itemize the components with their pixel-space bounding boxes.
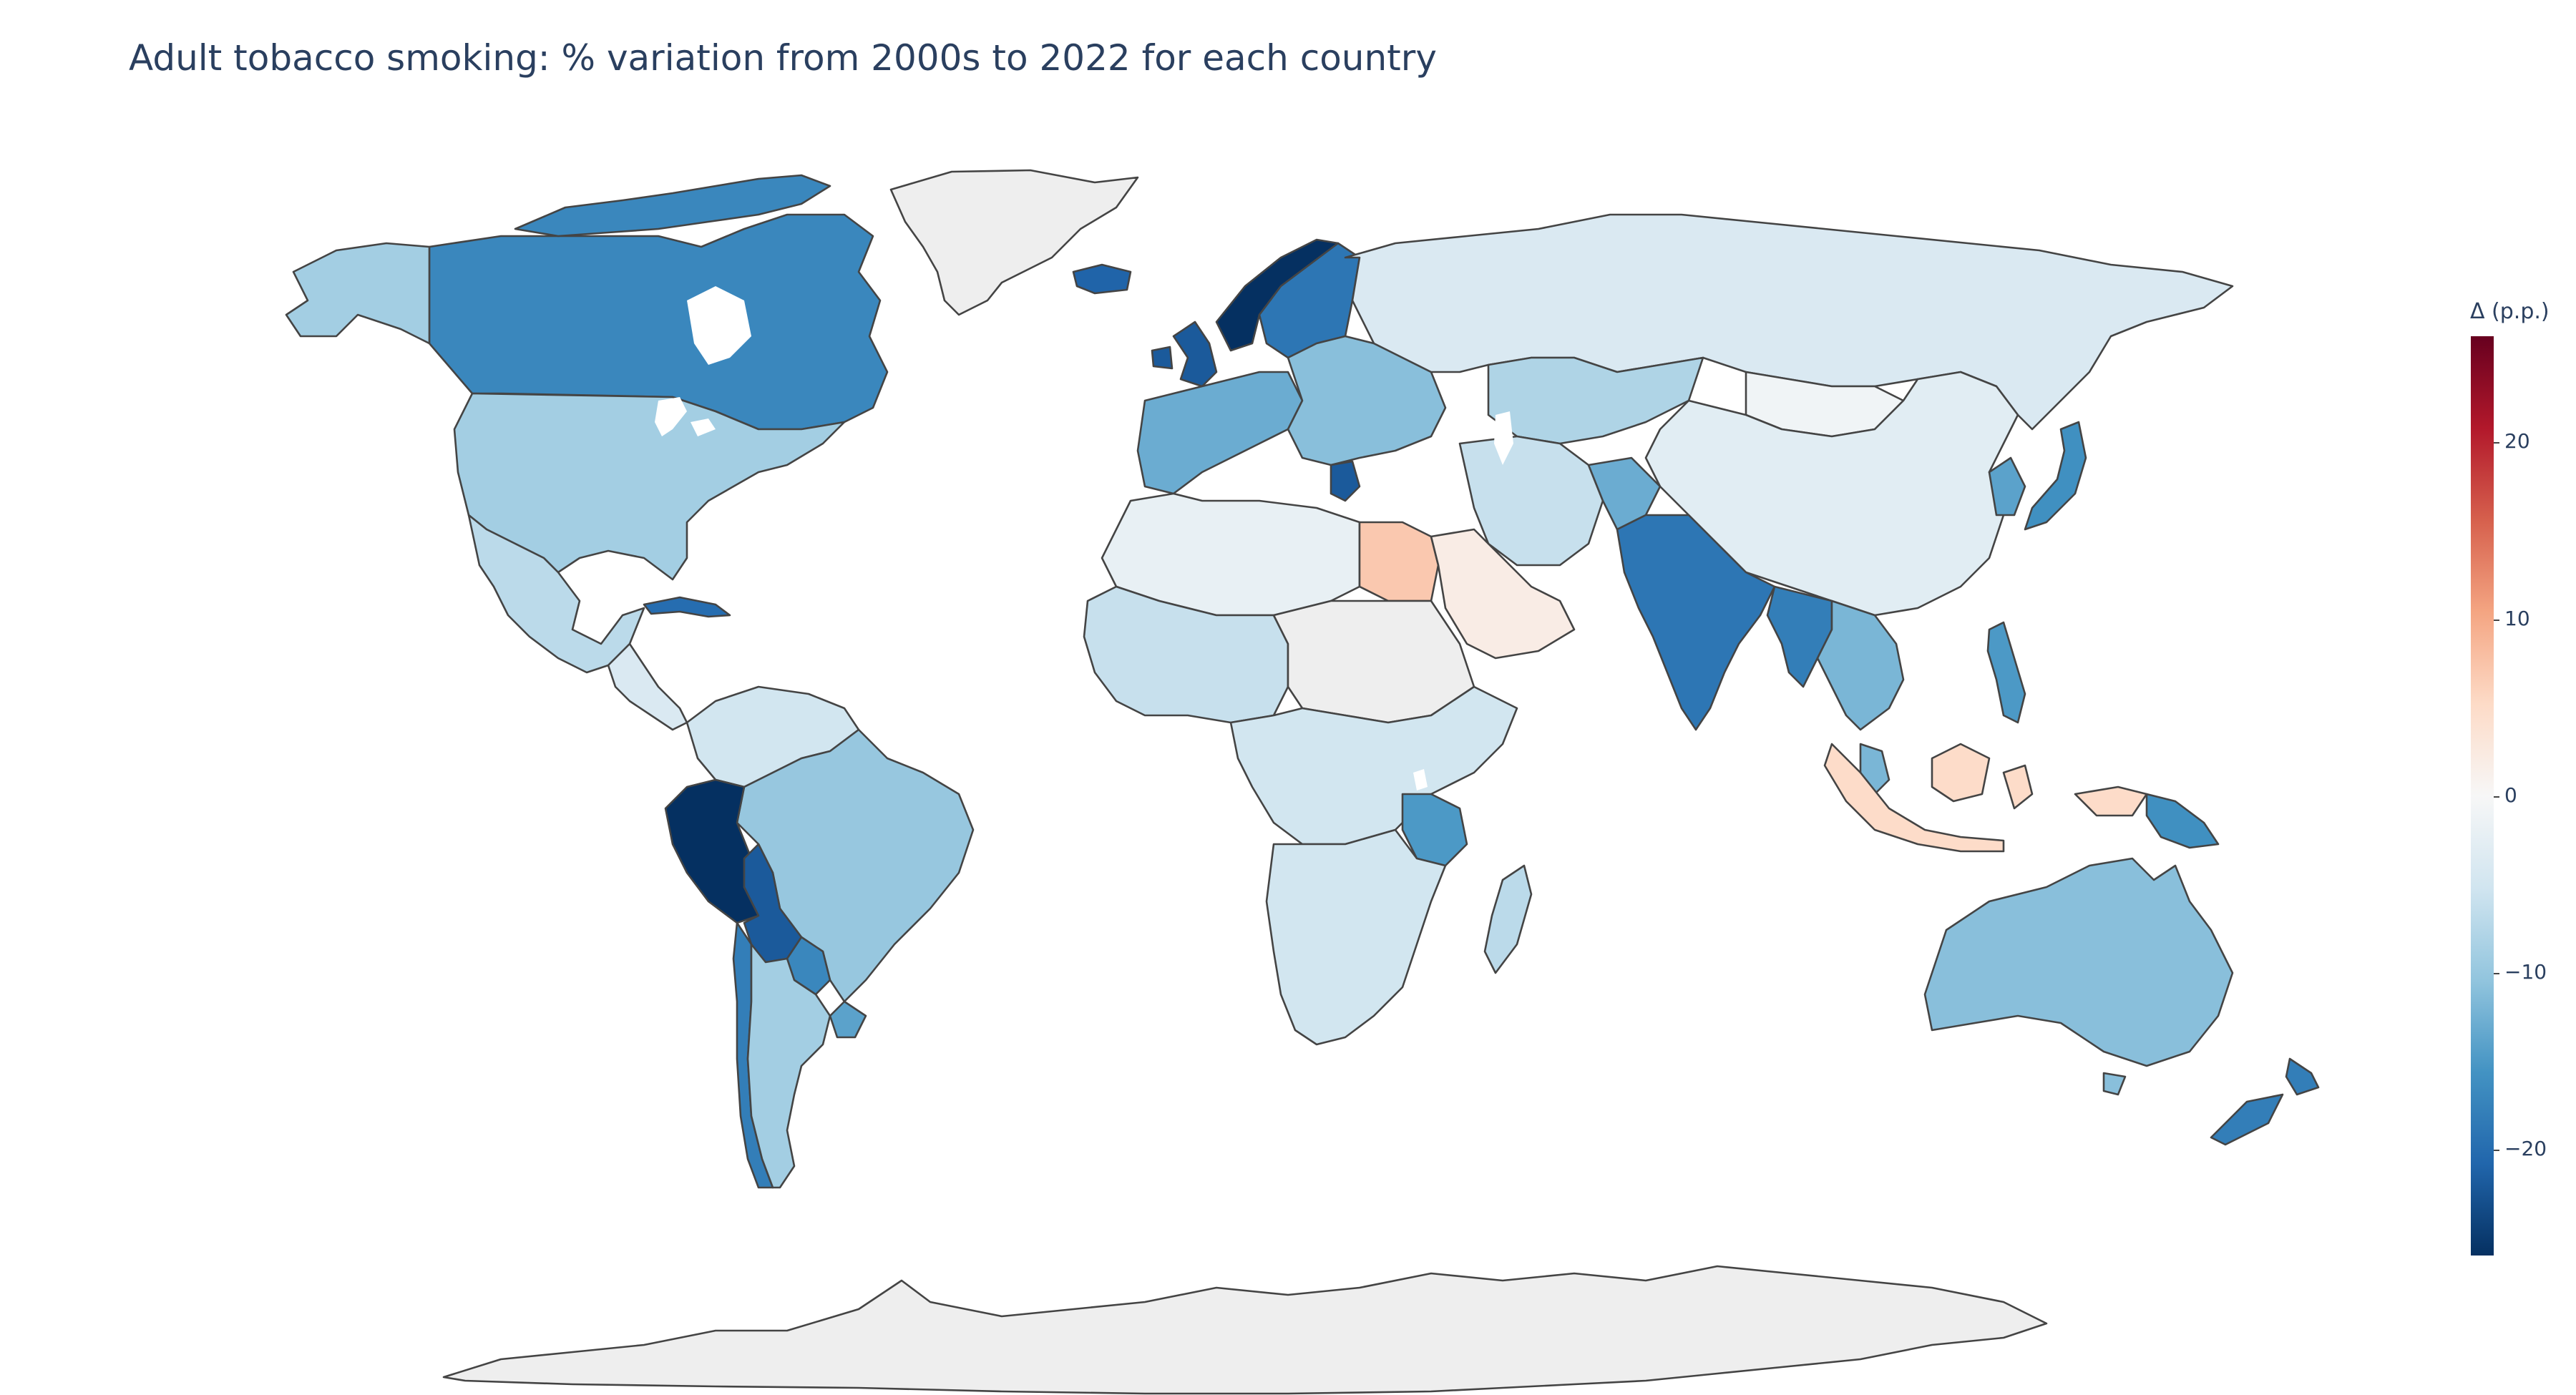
region-eastern-europe[interactable]	[1287, 335, 1447, 466]
region-central-africa[interactable]	[1229, 685, 1518, 846]
region-japan[interactable]	[2024, 421, 2087, 531]
region-western-europe[interactable]	[1136, 371, 1304, 495]
chart-title: Adult tobacco smoking: % variation from …	[129, 37, 1437, 79]
colorbar-tick-minus-10: −10	[2504, 960, 2547, 984]
region-cuba[interactable]	[643, 596, 731, 618]
region-papua-new-guinea[interactable]	[2145, 793, 2220, 849]
region-korea[interactable]	[1988, 456, 2026, 517]
hudson-bay	[687, 286, 751, 365]
colorbar-tick-mark	[2494, 796, 2499, 798]
region-antarctica[interactable]	[442, 1265, 2048, 1395]
region-greece[interactable]	[1330, 460, 1361, 502]
colorbar-tick-mark	[2494, 620, 2499, 621]
land-layer	[285, 169, 2320, 1395]
region-india[interactable]	[1616, 514, 1776, 731]
colorbar-tick-mark	[2494, 1150, 2499, 1151]
colorbar-title: Δ (p.p.)	[2470, 299, 2550, 324]
region-new-zealand[interactable]	[2210, 1057, 2320, 1146]
region-saudi-arabia[interactable]	[1430, 528, 1576, 660]
region-philippines[interactable]	[1986, 621, 2026, 724]
region-argentina[interactable]	[746, 943, 831, 1189]
region-iceland[interactable]	[1072, 263, 1132, 295]
region-madagascar[interactable]	[1483, 864, 1533, 974]
caspian-sea	[1494, 411, 1513, 465]
region-uruguay[interactable]	[829, 1000, 867, 1039]
region-australia[interactable]	[1923, 857, 2234, 1096]
region-southern-africa[interactable]	[1265, 828, 1447, 1046]
colorbar-tick-mark	[2494, 973, 2499, 974]
colorbar-tick-10: 10	[2504, 607, 2530, 630]
region-iran[interactable]	[1458, 435, 1604, 567]
region-southeast-asia[interactable]	[1816, 599, 1905, 796]
colorbar-tick-mark	[2494, 442, 2499, 444]
region-myanmar[interactable]	[1766, 585, 1833, 688]
region-canada-islands[interactable]	[514, 174, 831, 238]
colorbar-tick-minus-20: −20	[2504, 1137, 2547, 1160]
region-alaska[interactable]	[285, 242, 431, 345]
lake-victoria	[1413, 769, 1428, 790]
colorbar	[2471, 336, 2494, 1256]
region-tanzania[interactable]	[1401, 793, 1468, 867]
region-mexico[interactable]	[467, 514, 645, 674]
region-egypt[interactable]	[1358, 521, 1440, 602]
great-lakes	[655, 397, 716, 436]
region-sahel[interactable]	[1272, 599, 1475, 724]
region-uk[interactable]	[1151, 320, 1218, 388]
world-choropleth-map[interactable]	[0, 0, 2433, 1395]
region-greenland[interactable]	[889, 169, 1139, 316]
region-indonesia[interactable]	[1823, 743, 2148, 853]
region-central-america[interactable]	[607, 642, 688, 731]
colorbar-tick-0: 0	[2504, 783, 2517, 807]
lakes-layer	[655, 286, 1513, 790]
colorbar-tick-20: 20	[2504, 429, 2530, 453]
